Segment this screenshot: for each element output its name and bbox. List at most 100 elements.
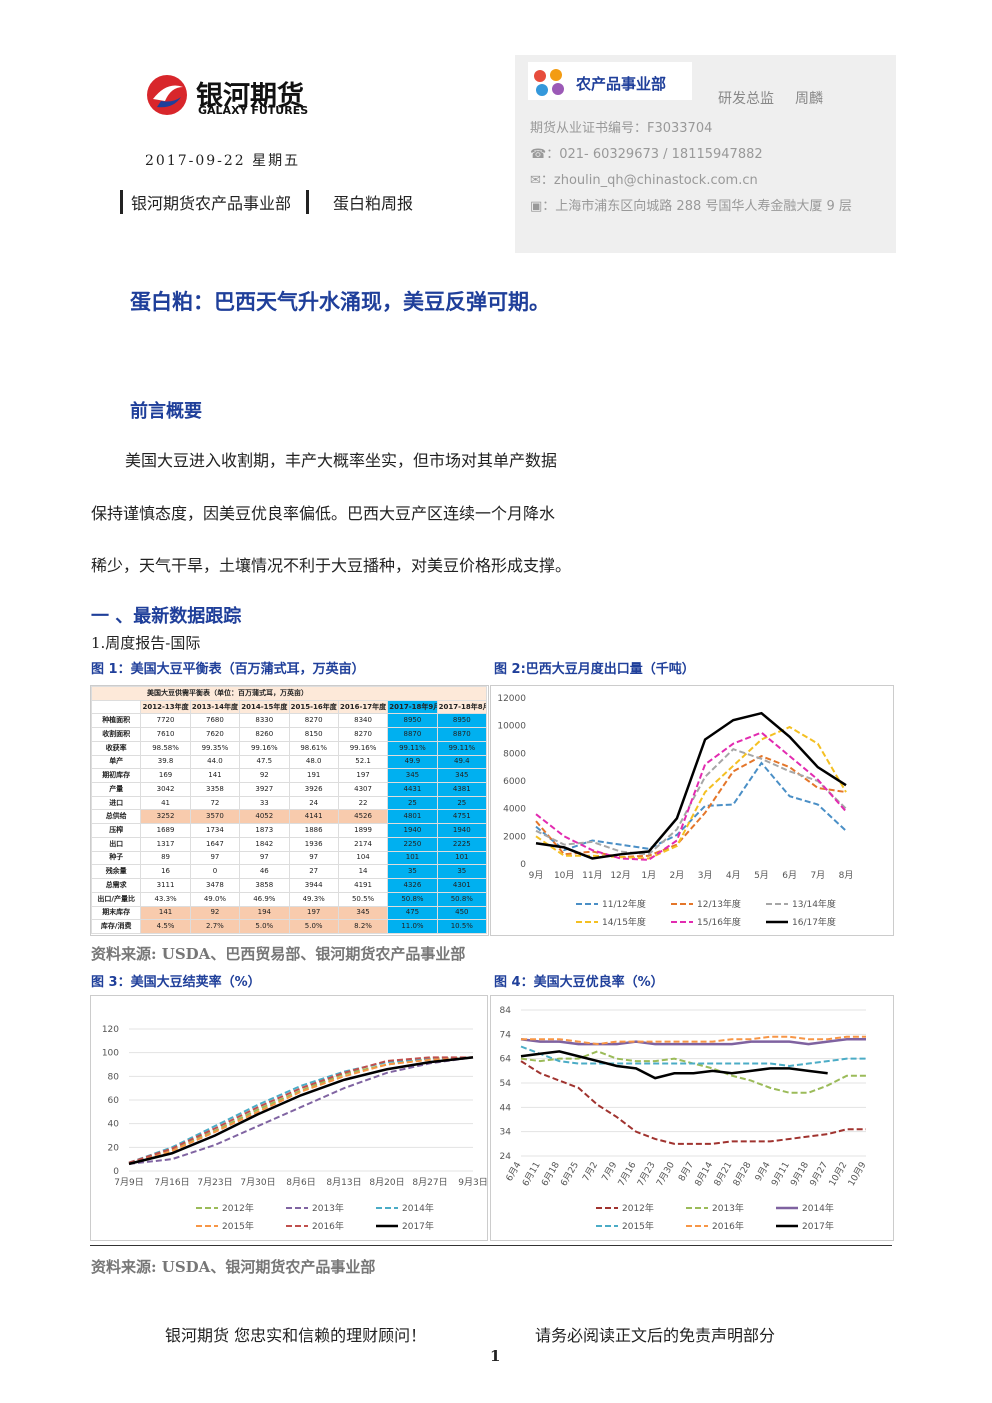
analyst: 周麟 — [795, 91, 823, 107]
intro-line: 保持谨慎态度，因美豆优良率偏低。巴西大豆产区连续一个月降水 — [91, 504, 556, 523]
table-row: 残余量 16 0 46 27 14 35 35 — [90, 864, 488, 880]
table-cell: 8870 — [387, 727, 438, 742]
dept: 银河期货农产品事业部 — [120, 190, 291, 214]
row-label: 库存/消费 — [90, 919, 142, 934]
column-header: 2017-18年8月 — [436, 699, 488, 715]
table-cell: 2250 — [387, 836, 438, 852]
table-cell: 92 — [189, 905, 241, 921]
table-cell: 191 — [288, 768, 339, 784]
table-cell: 1734 — [189, 823, 241, 838]
table-cell: 4431 — [387, 782, 438, 797]
source: 资料来源: USDA、巴西贸易部、银河期货农产品事业部 — [91, 945, 466, 963]
legend-label: 2016年 — [712, 1220, 744, 1232]
email-icon: ✉ — [530, 173, 541, 188]
table-cell: 14 — [337, 864, 389, 880]
column-header: 2016-17年度 — [337, 699, 389, 715]
x-tick-label: 11月 — [582, 870, 602, 881]
legend-label: 2017年 — [802, 1220, 834, 1232]
x-tick-label: 6月4 — [504, 1160, 524, 1183]
section-heading: 一 、最新数据跟踪 — [91, 606, 242, 627]
table-cell: 1940 — [387, 823, 438, 838]
logo-icon — [147, 75, 187, 115]
table-cell: 1317 — [140, 836, 191, 852]
x-tick-label: 6月25 — [558, 1160, 581, 1188]
table-cell: 10.5% — [436, 919, 488, 934]
table-cell: 99.35% — [189, 740, 241, 756]
intro-line: 稀少，天气干旱，土壤情况不利于大豆播种，对美豆价格形成支撑。 — [91, 556, 572, 575]
x-tick-label: 6月 — [782, 870, 797, 881]
x-tick-label: 8月21 — [712, 1160, 735, 1188]
y-tick-label: 64 — [500, 1055, 512, 1065]
x-tick-label: 8月28 — [731, 1160, 754, 1188]
row-label: 期末库存 — [90, 905, 142, 921]
x-tick-label: 7月9日 — [114, 1177, 143, 1188]
phone: ☎：021- 60329673 / 18115947882 — [530, 143, 763, 162]
table-cell: 4381 — [436, 782, 488, 797]
y-tick-label: 54 — [500, 1079, 512, 1089]
table-cell: 101 — [436, 850, 488, 866]
table-cell: 345 — [337, 905, 389, 921]
report-title: 蛋白粕：巴西天气升水涌现，美豆反弹可期。 — [130, 290, 550, 314]
series-line — [128, 1056, 474, 1165]
table-cell: 50.8% — [436, 891, 488, 907]
y-tick-label: 12000 — [497, 694, 526, 704]
table-cell: 169 — [140, 768, 191, 784]
y-tick-label: 24 — [500, 1152, 512, 1162]
table-cell: 46.9% — [239, 891, 290, 907]
column-header: 2015-16年度 — [288, 699, 339, 715]
legend-label: 2014年 — [402, 1202, 434, 1214]
table-cell: 1899 — [337, 823, 389, 838]
table-cell: 99.16% — [337, 740, 389, 756]
table-cell: 97 — [239, 850, 290, 866]
legend-label: 14/15年度 — [602, 916, 646, 928]
x-tick-label: 8月13日 — [326, 1177, 361, 1188]
table-cell: 450 — [436, 905, 488, 921]
table-cell: 8270 — [288, 713, 339, 729]
x-tick-label: 9月4 — [753, 1160, 773, 1183]
legend-label: 2012年 — [222, 1202, 254, 1214]
table-cell: 1886 — [288, 823, 339, 838]
x-tick-label: 7月2 — [581, 1160, 601, 1183]
legend-label: 13/14年度 — [792, 898, 836, 910]
footer-left: 银河期货 您忠实和信赖的理财顾问！ — [165, 1326, 427, 1345]
table-cell: 35 — [387, 864, 438, 880]
email-text: ：zhoulin_qh@chinastock.com.cn — [540, 173, 758, 188]
row-label: 收获率 — [90, 740, 142, 756]
table-row: 库存/消费 4.5% 2.7% 5.0% 5.0% 8.2% 11.0% 10.5% — [90, 919, 488, 934]
y-tick-label: 44 — [500, 1103, 512, 1113]
row-label: 残余量 — [90, 864, 142, 880]
table-cell: 1689 — [140, 823, 191, 838]
table-row: 美国大豆供需平衡表（单位：百万蒲式耳，万英亩） — [91, 686, 487, 701]
y-tick-label: 100 — [102, 1049, 119, 1059]
phone-icon: ☎ — [530, 147, 547, 162]
table-cell: 8270 — [337, 727, 389, 742]
chart: 0 2000 4000 6000 8000 10000 12000 9月 10月 11月 12月 1月… — [490, 685, 894, 936]
table-cell: 47.5 — [239, 754, 290, 770]
table-cell: 49.9 — [387, 754, 438, 770]
table-cell: 345 — [436, 768, 488, 784]
address-text: ：上海市浦东区向城路 288 号国华人寿金融大厦 9 层 — [542, 199, 852, 214]
row-label: 总供给 — [90, 809, 142, 825]
x-tick-label: 7月30 — [654, 1160, 677, 1188]
table-cell: 1842 — [239, 836, 290, 852]
table-cell: 39.8 — [140, 754, 191, 770]
table-cell: 4141 — [288, 809, 339, 825]
dept-logo-icon — [534, 69, 564, 96]
y-tick-label: 80 — [108, 1072, 120, 1082]
table-row: 种子 89 97 97 97 104 101 101 — [90, 850, 488, 866]
table-row: 收割面积 7610 7620 8260 8150 8270 8870 8870 — [90, 727, 488, 742]
table-cell: 4.5% — [140, 919, 191, 934]
y-tick-label: 60 — [108, 1096, 120, 1106]
figure-caption: 图 2:巴西大豆月度出口量（千吨） — [494, 662, 695, 677]
table-row: 期末库存 141 92 194 197 345 475 450 — [90, 905, 488, 921]
table-cell: 98.58% — [140, 740, 191, 756]
x-tick-label: 9月 — [529, 870, 544, 881]
dept-logo-text: 农产品事业部 — [576, 75, 667, 93]
x-tick-label: 2月 — [670, 870, 685, 881]
table-cell: 4526 — [337, 809, 389, 825]
table-cell: 89 — [140, 850, 191, 866]
table-cell: 27 — [288, 864, 339, 880]
section-sub: 1.周度报告-国际 — [91, 634, 201, 652]
table-cell: 99.16% — [239, 740, 290, 756]
